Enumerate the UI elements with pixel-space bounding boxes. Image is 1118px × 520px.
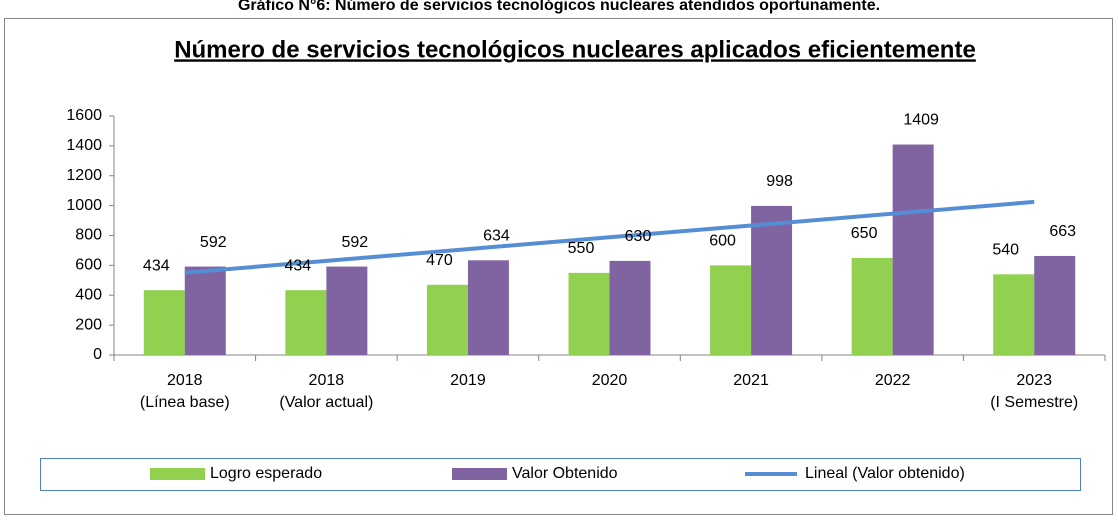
data-label: 434 [285, 257, 312, 274]
legend-box [40, 458, 1081, 491]
y-tick-label: 1200 [66, 167, 102, 184]
bar [1034, 255, 1076, 355]
bar [467, 260, 509, 355]
bar [892, 144, 934, 355]
x-tick-label: 2018 [309, 372, 345, 389]
x-tick-label: 2018 [167, 372, 203, 389]
x-tick-label: 2019 [450, 372, 486, 389]
chart-frame [4, 18, 1113, 515]
data-label: 630 [625, 228, 652, 245]
x-tick-label: (Valor actual) [279, 394, 373, 411]
bar [426, 284, 468, 355]
y-tick-label: 0 [93, 346, 102, 363]
caption: Gráfico N°6: Número de servicios tecnoló… [238, 0, 880, 14]
data-label: 600 [709, 233, 736, 250]
legend-swatch [150, 468, 205, 480]
bar [326, 266, 368, 355]
bar [851, 257, 893, 355]
y-tick-label: 200 [75, 316, 102, 333]
y-tick-label: 1400 [66, 137, 102, 154]
data-label: 634 [483, 228, 510, 245]
data-label: 470 [426, 252, 453, 269]
data-label: 1409 [903, 112, 939, 129]
data-label: 434 [143, 257, 170, 274]
data-label: 592 [200, 234, 227, 251]
bar [143, 290, 185, 355]
data-label: 540 [992, 242, 1019, 259]
bar [568, 272, 610, 355]
chart-title: Número de servicios tecnológicos nuclear… [174, 36, 976, 63]
bar [993, 274, 1035, 355]
bar [184, 266, 226, 355]
data-label: 592 [342, 234, 369, 251]
bar [751, 205, 793, 355]
bar [710, 265, 752, 355]
y-tick-label: 800 [75, 227, 102, 244]
y-tick-label: 1600 [66, 107, 102, 124]
y-tick-label: 1000 [66, 197, 102, 214]
trend-line [184, 199, 1035, 275]
legend-label: Valor Obtenido [512, 465, 618, 482]
legend-swatch [452, 468, 507, 480]
legend-label: Lineal (Valor obtenido) [805, 465, 965, 482]
data-label: 650 [851, 225, 878, 242]
data-label: 663 [1049, 223, 1076, 240]
legend-label: Logro esperado [210, 465, 322, 482]
data-label: 998 [766, 173, 793, 190]
y-tick-label: 400 [75, 286, 102, 303]
x-tick-label: (I Semestre) [990, 394, 1078, 411]
x-tick-label: 2023 [1016, 372, 1052, 389]
y-tick-label: 600 [75, 257, 102, 274]
x-tick-label: (Línea base) [140, 394, 230, 411]
data-label: 550 [568, 240, 595, 257]
x-tick-label: 2022 [875, 372, 911, 389]
x-tick-label: 2020 [592, 372, 628, 389]
bar [285, 290, 327, 355]
x-tick-label: 2021 [733, 372, 769, 389]
bar [609, 260, 651, 355]
